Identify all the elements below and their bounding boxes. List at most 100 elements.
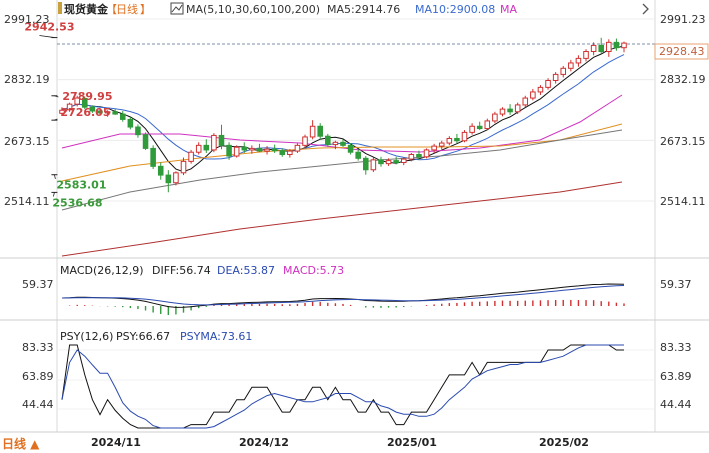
candle-body-1	[66, 103, 73, 111]
candle-body-56	[484, 120, 491, 130]
price-tick-left-1: 2991.23	[4, 13, 50, 26]
ma30-line	[61, 94, 623, 153]
candle-body-54	[469, 125, 475, 133]
period-bracket-open: 【	[106, 3, 117, 16]
candle-body-15	[173, 172, 179, 184]
candle-body-40	[363, 157, 369, 171]
candle-body-73	[613, 41, 620, 49]
candle-body-27	[264, 148, 270, 152]
candle-body-33	[309, 125, 316, 138]
high-label-3: 2942.53	[24, 21, 74, 34]
candle-body-13	[157, 165, 164, 176]
ma5-line	[61, 45, 625, 173]
period-label[interactable]: 日线	[116, 2, 138, 16]
candle-body-18	[195, 144, 202, 153]
macd-tick-left: 59.37	[22, 278, 54, 291]
a-low2-leader	[54, 174, 56, 180]
candle-body-37	[340, 141, 346, 146]
low-label-2: 2583.01	[56, 179, 106, 192]
candle-body-22	[226, 144, 232, 157]
period-switch-button[interactable]: 日线 ▲	[2, 436, 40, 451]
macd-tick-right: 59.37	[660, 278, 692, 291]
candle-body-63	[537, 86, 544, 93]
macd-macd-value: MACD:5.73	[283, 264, 344, 277]
candle-body-55	[476, 125, 483, 130]
candle-body-51	[446, 137, 453, 144]
ma-more[interactable]: MA	[500, 3, 517, 16]
candle-body-2	[74, 97, 80, 105]
psy-value: PSY:66.67	[116, 330, 170, 343]
price-tick-left-4: 2514.11	[4, 195, 50, 208]
candle-body-26	[256, 147, 263, 152]
period-bracket-close: 】	[140, 3, 151, 16]
high-low-markers	[39, 35, 59, 197]
last-price-label: 2928.43	[659, 45, 705, 58]
candle-body-41	[370, 159, 377, 171]
candle-body-16	[180, 160, 187, 174]
candle-body-35	[325, 135, 331, 146]
date-label-4: 2025/02	[539, 436, 589, 449]
high-label-1: 2789.95	[62, 90, 112, 103]
candle-body-21	[218, 134, 225, 146]
candle-body-46	[408, 154, 415, 160]
instrument-name: 现货黄金	[64, 2, 109, 16]
a-low1-leader	[53, 192, 55, 197]
candle-body-62	[530, 91, 536, 99]
candle-body-25	[249, 147, 255, 151]
candle-body-3	[82, 97, 88, 108]
macd-diff-line	[61, 283, 625, 308]
psy-params: PSY(12,6)	[60, 330, 113, 343]
psyma-value: PSYMA:73.61	[180, 330, 252, 343]
candle-body-31	[294, 144, 301, 152]
candle-body-65	[552, 73, 559, 82]
candle-body-34	[317, 125, 323, 137]
candle-body-14	[165, 174, 172, 184]
candle-body-70	[590, 44, 597, 53]
a-high3-leader	[39, 35, 55, 38]
psy-tick-right-1: 83.33	[660, 341, 692, 354]
candle-body-20	[211, 134, 217, 151]
price-tick-right-4: 2514.11	[660, 195, 706, 208]
candle-body-57	[492, 113, 498, 122]
candle-body-11	[142, 134, 149, 149]
scroll-right-arrow[interactable]	[642, 3, 649, 15]
psy-tick-left-3: 44.44	[22, 398, 54, 411]
candle-body-58	[499, 108, 506, 115]
candle-body-53	[461, 131, 468, 142]
ma-settings-icon[interactable]	[170, 2, 184, 15]
legend-marker	[58, 2, 62, 14]
candle-body-60	[514, 104, 521, 113]
candle-body-59	[507, 108, 513, 113]
a-high2-leader	[54, 118, 58, 121]
candle-body-17	[188, 151, 194, 162]
price-tick-left-3: 2673.15	[4, 135, 50, 148]
date-label-2: 2024/12	[239, 436, 289, 449]
candle-body-61	[522, 97, 529, 106]
candle-body-8	[119, 113, 126, 120]
psy-tick-right-2: 63.89	[660, 370, 692, 383]
main-legend: 现货黄金 【 日线 】 MA(5,10,30,60,100,200) MA5:2…	[58, 2, 517, 16]
candle-body-44	[393, 160, 399, 164]
candle-body-6	[104, 111, 111, 114]
candle-body-10	[135, 126, 141, 136]
price-tick-right-2: 2832.19	[660, 73, 706, 86]
ma10-value: MA10:2900.08	[415, 3, 495, 16]
candle-body-67	[568, 62, 574, 69]
ma100-line	[61, 129, 623, 211]
ma-params: MA(5,10,30,60,100,200)	[186, 3, 320, 16]
candle-body-49	[431, 145, 437, 151]
price-tick-left-2: 2832.19	[4, 73, 50, 86]
candle-body-64	[545, 80, 551, 88]
macd-histogram	[68, 299, 625, 316]
candle-body-69	[583, 51, 589, 59]
candle-body-24	[241, 146, 248, 151]
a-high1-leader	[54, 95, 59, 98]
candle-body-48	[423, 149, 430, 158]
candle-body-45	[400, 158, 407, 164]
candle-body-74	[621, 42, 627, 49]
ma200-line	[61, 181, 623, 257]
psyma-line	[61, 344, 624, 429]
date-label-3: 2025/01	[387, 436, 437, 449]
